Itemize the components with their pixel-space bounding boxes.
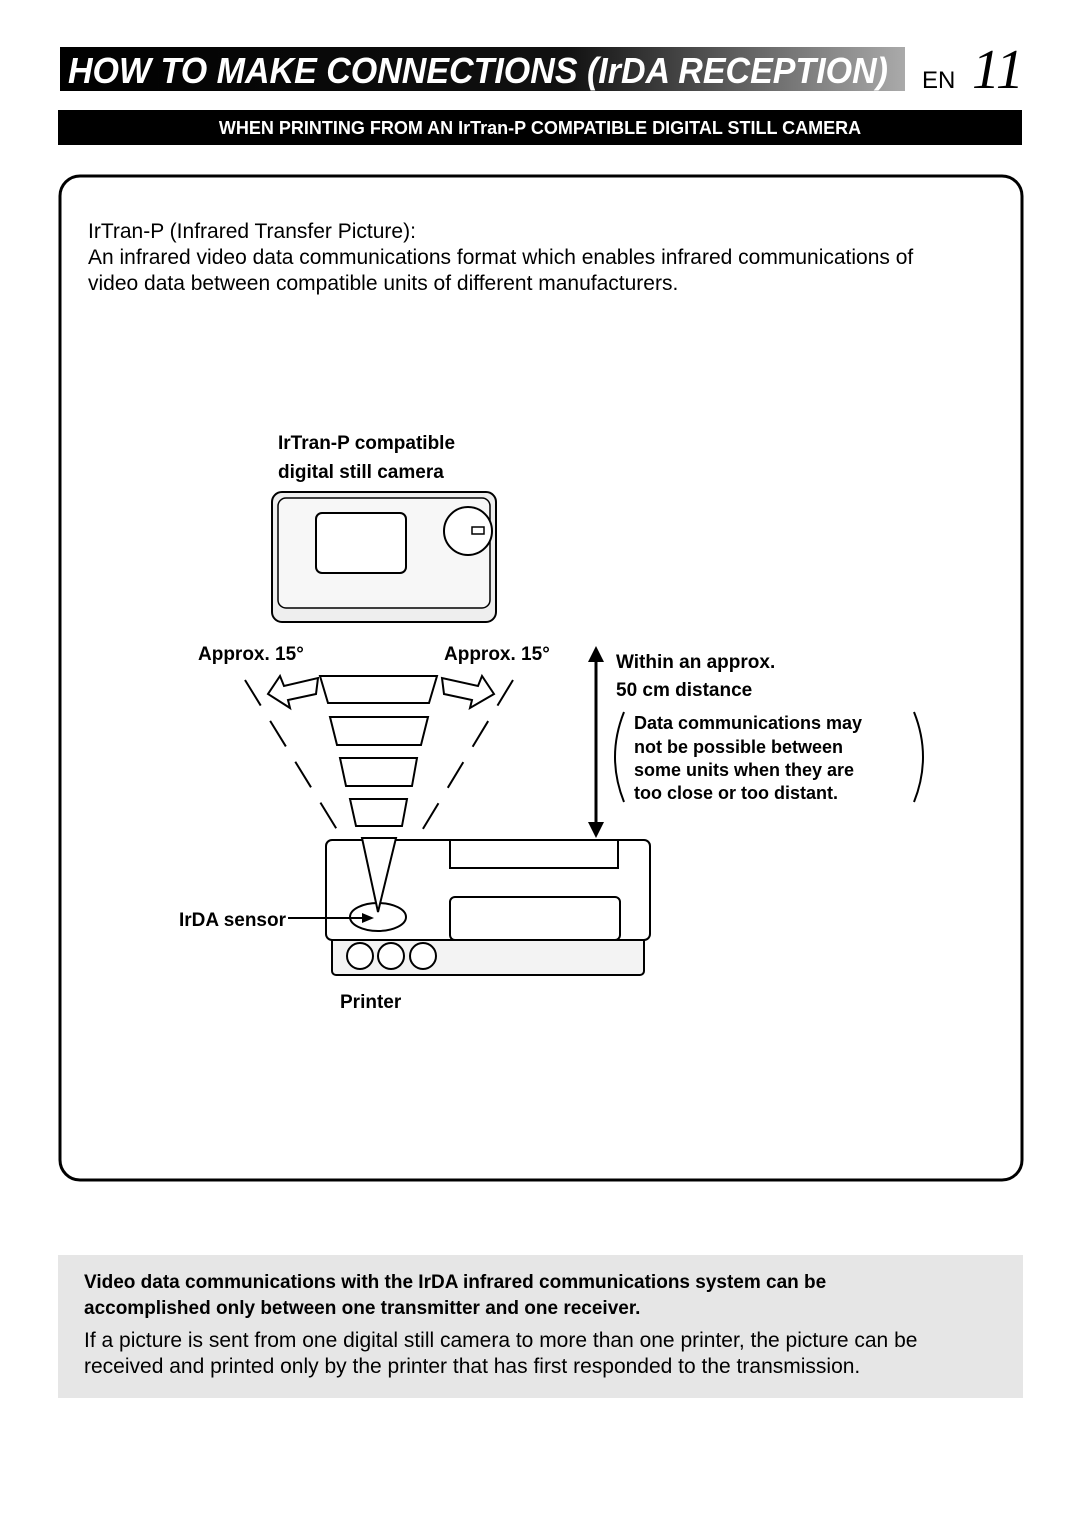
camera-label: digital still camera [278,462,444,483]
beam-wedge [338,757,419,787]
note-line: some units when they are [634,760,854,780]
angle-arrow [440,673,496,711]
section-bar [58,110,1022,145]
note-box [58,1255,1023,1398]
printer-button [409,942,437,970]
header-bar [60,47,905,91]
note-line: Data communications may [634,713,862,733]
camera-port [471,526,485,535]
sensor-label: IrDA sensor [179,910,287,931]
distance-label: 50 cm distance [616,680,752,701]
note-bold: accomplished only between one transmitte… [84,1298,640,1319]
note-body: If a picture is sent from one digital st… [84,1329,917,1352]
content-box [58,174,1024,1182]
beam-wedge [318,675,439,704]
arrow-head [588,646,604,662]
angle-label: Approx. 15° [198,644,304,665]
paper-slot [449,896,621,941]
beam [360,837,398,913]
term: IrTran-P (Infrared Transfer Picture): [88,220,416,243]
bracket [614,711,625,803]
section-title: WHEN PRINTING FROM AN IrTran-P COMPATIBL… [219,118,861,138]
camera-label: IrTran-P compatible [278,433,455,454]
note-body: received and printed only by the printer… [84,1355,860,1378]
beam-wedge [348,798,409,827]
page-number: 11 [972,39,1024,101]
note-line: not be possible between [634,737,843,757]
arrow-head [588,822,604,838]
pointer-head [362,913,374,923]
printer-button [346,942,374,970]
printer-label: Printer [340,992,402,1013]
camera-lens [443,506,493,556]
note-line: too close or too distant. [634,783,838,803]
bracket [913,711,924,803]
definition: video data between compatible units of d… [88,272,678,295]
angle-arrow [266,673,320,711]
definition: An infrared video data communications fo… [88,246,913,269]
language: EN [922,67,955,94]
beam-wedge [328,716,430,746]
distance-label: Within an approx. [616,652,775,673]
camera-screen [315,512,407,574]
diagram: IrTran-P compatible digital still camera… [179,433,924,1013]
angle-label: Approx. 15° [444,644,550,665]
page-title: HOW TO MAKE CONNECTIONS (IrDA RECEPTION) [68,50,888,91]
printer-button [377,942,405,970]
note-bold: Video data communications with the IrDA … [84,1272,826,1293]
printer-slot [449,839,619,869]
